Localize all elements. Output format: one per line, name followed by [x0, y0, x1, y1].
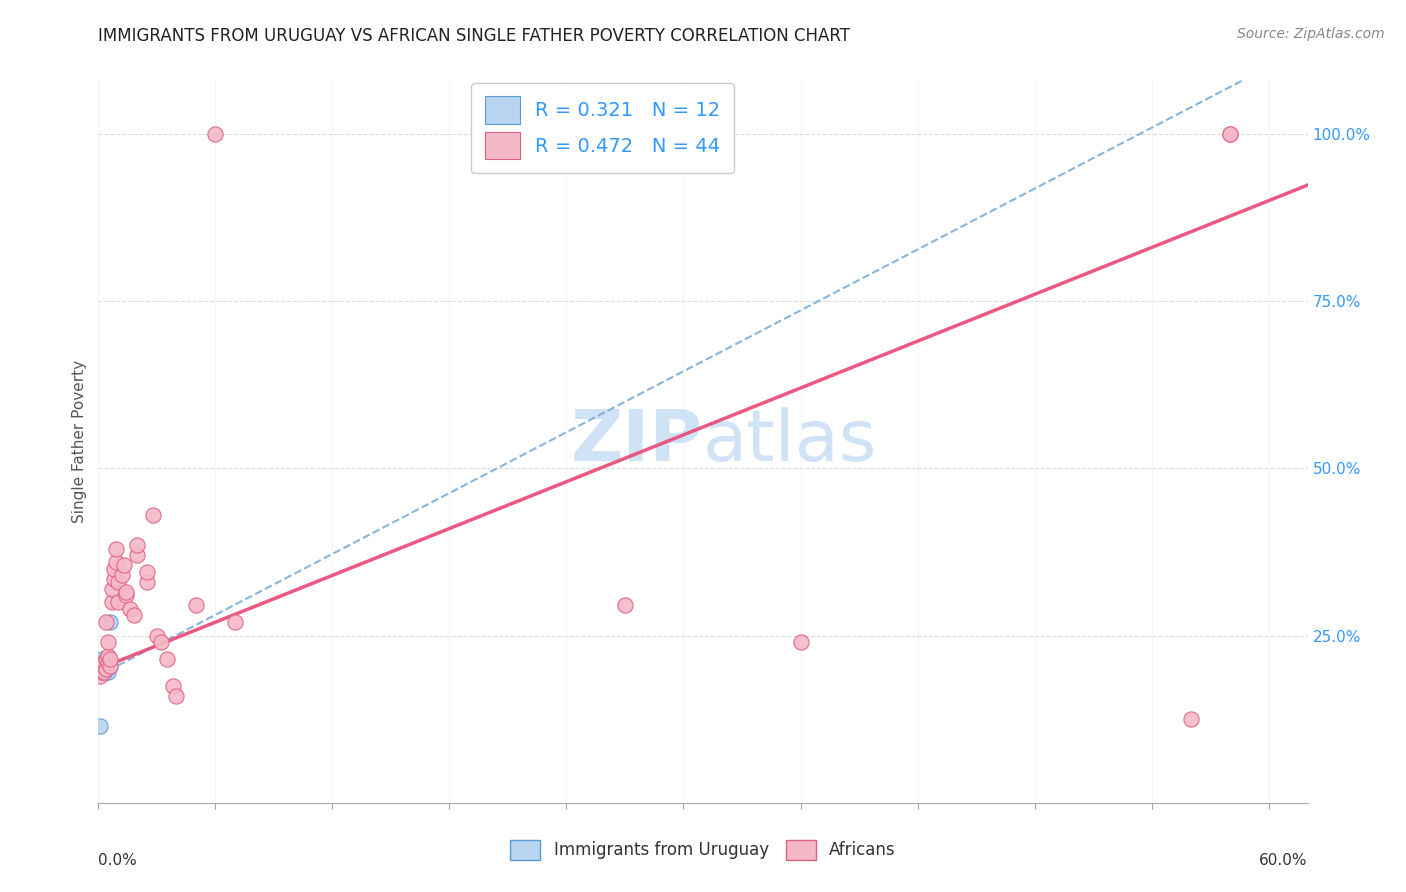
- Point: [93, 655, 115, 669]
- Point: [98, 658, 121, 673]
- Point: [98, 658, 121, 673]
- Point: [97, 635, 120, 649]
- Point: [93, 665, 115, 680]
- Point: [96, 652, 118, 666]
- Point: [89, 665, 111, 680]
- Point: [98, 652, 121, 666]
- Point: [112, 558, 135, 573]
- Point: [96, 662, 118, 676]
- Text: ZIP: ZIP: [571, 407, 703, 476]
- Point: [103, 562, 125, 576]
- Point: [165, 689, 187, 703]
- Point: [104, 555, 127, 569]
- Point: [111, 568, 134, 582]
- Point: [122, 608, 145, 623]
- Point: [142, 508, 165, 523]
- Point: [93, 658, 115, 673]
- Point: [89, 719, 111, 733]
- Point: [156, 652, 179, 666]
- Point: [118, 602, 141, 616]
- Point: [103, 572, 125, 586]
- Point: [96, 665, 118, 680]
- Point: [104, 541, 127, 556]
- Text: atlas: atlas: [703, 407, 877, 476]
- Y-axis label: Single Father Poverty: Single Father Poverty: [72, 360, 87, 523]
- Point: [136, 565, 159, 579]
- Point: [149, 635, 172, 649]
- Point: [127, 538, 149, 552]
- Point: [101, 595, 124, 609]
- Point: [136, 575, 159, 590]
- Point: [89, 669, 111, 683]
- Point: [184, 599, 207, 613]
- Point: [96, 662, 118, 676]
- Point: [614, 599, 637, 613]
- Point: [91, 662, 114, 676]
- Point: [91, 652, 114, 666]
- Point: [204, 127, 226, 141]
- Point: [127, 548, 149, 563]
- Point: [91, 665, 114, 680]
- Point: [114, 589, 136, 603]
- Point: [1180, 712, 1202, 726]
- Point: [91, 658, 114, 673]
- Point: [1219, 127, 1241, 141]
- Point: [107, 595, 129, 609]
- Point: [98, 615, 121, 630]
- Legend: Immigrants from Uruguay, Africans: Immigrants from Uruguay, Africans: [503, 833, 903, 867]
- Text: 60.0%: 60.0%: [1260, 854, 1308, 869]
- Point: [114, 585, 136, 599]
- Text: Source: ZipAtlas.com: Source: ZipAtlas.com: [1237, 27, 1385, 41]
- Point: [96, 615, 118, 630]
- Point: [162, 679, 184, 693]
- Point: [97, 655, 120, 669]
- Text: IMMIGRANTS FROM URUGUAY VS AFRICAN SINGLE FATHER POVERTY CORRELATION CHART: IMMIGRANTS FROM URUGUAY VS AFRICAN SINGL…: [98, 27, 851, 45]
- Point: [101, 582, 124, 596]
- Point: [224, 615, 246, 630]
- Point: [107, 575, 129, 590]
- Point: [146, 628, 169, 642]
- Text: 0.0%: 0.0%: [98, 854, 138, 869]
- Point: [93, 662, 115, 676]
- Point: [789, 635, 811, 649]
- Point: [97, 665, 120, 680]
- Point: [97, 648, 120, 663]
- Point: [93, 655, 115, 669]
- Point: [97, 655, 120, 669]
- Point: [1219, 127, 1241, 141]
- Point: [614, 127, 637, 141]
